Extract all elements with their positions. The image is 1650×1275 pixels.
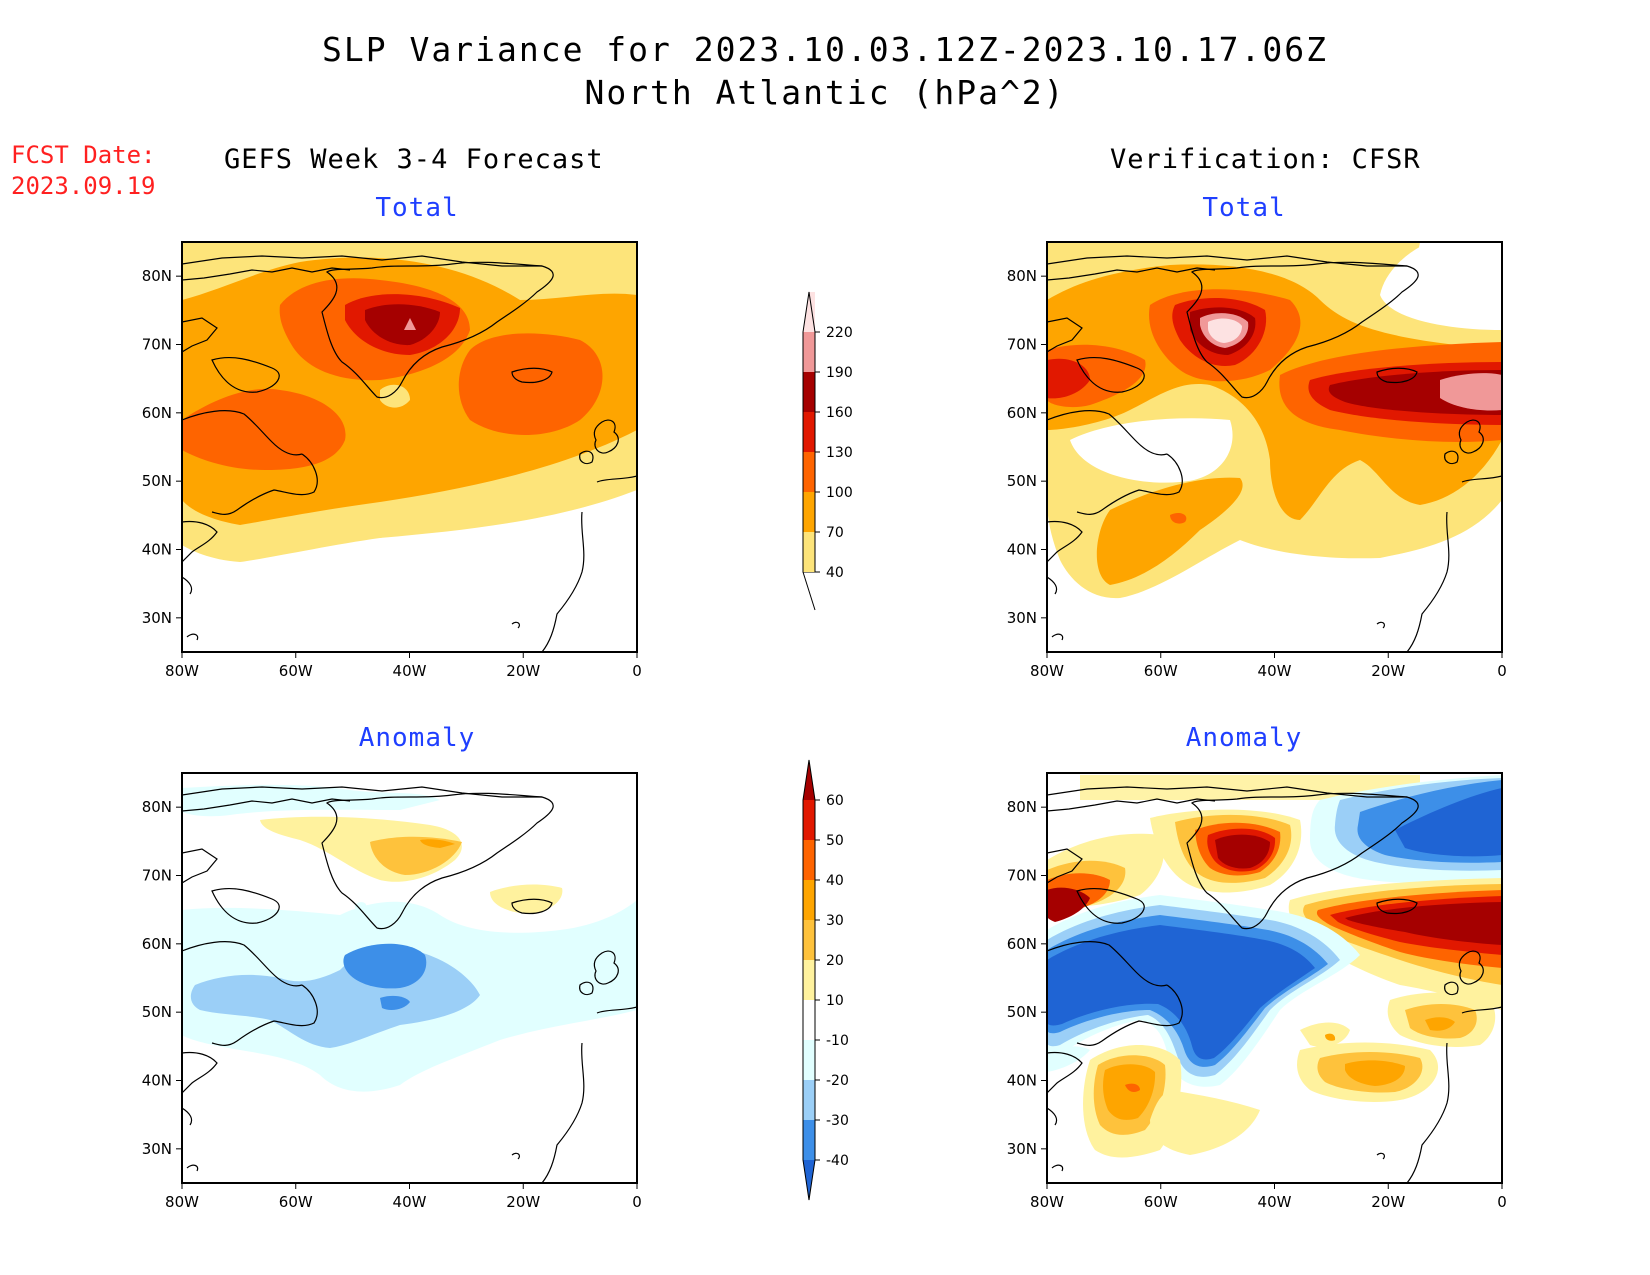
column-title-forecast: GEFS Week 3-4 Forecast	[224, 144, 604, 175]
panel-anomaly-verification	[1047, 773, 1502, 1183]
colorbar-anomaly: 60 50 40 30 20 10 -10 -20 -30 -40	[802, 759, 849, 1201]
fcst-date-label: FCST Date:	[11, 141, 156, 169]
lat-label-total-verification: 80N	[1007, 267, 1037, 285]
lon-label-anomaly-forecast: 0	[632, 1193, 642, 1211]
cbar-anomaly-label: 40	[826, 873, 844, 889]
lat-label-anomaly-verification: 30N	[1007, 1140, 1037, 1158]
lat-label-total-forecast: 60N	[142, 404, 172, 422]
lat-label-total-verification: 30N	[1007, 609, 1037, 627]
lat-label-anomaly-forecast: 60N	[142, 935, 172, 953]
lon-label-total-verification: 80W	[1030, 662, 1064, 680]
lon-label-anomaly-forecast: 60W	[279, 1193, 313, 1211]
main-title-line1: SLP Variance for 2023.10.03.12Z-2023.10.…	[322, 30, 1328, 69]
lon-label-total-verification: 0	[1497, 662, 1507, 680]
lon-label-anomaly-forecast: 80W	[165, 1193, 199, 1211]
cbar-total-label: 130	[826, 445, 853, 461]
lon-label-anomaly-verification: 60W	[1144, 1193, 1178, 1211]
lat-label-total-forecast: 30N	[142, 609, 172, 627]
lat-label-total-forecast: 50N	[142, 472, 172, 490]
fcst-date-value: 2023.09.19	[11, 172, 156, 200]
lat-label-anomaly-verification: 60N	[1007, 935, 1037, 953]
lat-label-total-forecast: 70N	[142, 336, 172, 354]
lat-label-anomaly-verification: 50N	[1007, 1003, 1037, 1021]
lon-label-total-forecast: 20W	[506, 662, 540, 680]
panel-anomaly-forecast	[182, 773, 637, 1183]
lat-label-anomaly-verification: 40N	[1007, 1072, 1037, 1090]
lat-label-anomaly-verification: 80N	[1007, 798, 1037, 816]
cbar-anomaly-label: -40	[826, 1153, 849, 1169]
lat-label-anomaly-forecast: 80N	[142, 798, 172, 816]
panel-title-total-forecast: Total	[375, 193, 459, 223]
lon-label-total-forecast: 40W	[393, 662, 427, 680]
cbar-anomaly-label: -10	[826, 1033, 849, 1049]
cbar-total-label: 100	[826, 485, 853, 501]
panel-title-anomaly-verification: Anomaly	[1185, 723, 1303, 753]
lon-label-total-forecast: 80W	[165, 662, 199, 680]
lat-label-total-forecast: 80N	[142, 267, 172, 285]
lat-label-total-forecast: 40N	[142, 541, 172, 559]
cbar-total-label: 40	[826, 565, 844, 581]
lat-label-anomaly-forecast: 70N	[142, 867, 172, 885]
lon-label-total-verification: 60W	[1144, 662, 1178, 680]
cbar-total-label: 190	[826, 365, 853, 381]
lat-label-total-verification: 40N	[1007, 541, 1037, 559]
lon-label-anomaly-verification: 0	[1497, 1193, 1507, 1211]
panel-total-forecast	[182, 242, 637, 652]
lon-label-anomaly-verification: 20W	[1371, 1193, 1405, 1211]
lat-label-total-verification: 50N	[1007, 472, 1037, 490]
panel-title-anomaly-forecast: Anomaly	[358, 723, 476, 753]
colorbar-total: 40 70 100 130 160 190 220	[802, 291, 853, 611]
lon-label-total-verification: 40W	[1258, 662, 1292, 680]
main-title-line2: North Atlantic (hPa^2)	[584, 73, 1066, 112]
cbar-anomaly-label: -20	[826, 1073, 849, 1089]
cbar-anomaly-label: -30	[826, 1113, 849, 1129]
panel-total-verification	[1047, 242, 1502, 652]
panel-title-total-verification: Total	[1202, 193, 1286, 223]
cbar-anomaly-label: 20	[826, 953, 844, 969]
cbar-anomaly-label: 50	[826, 833, 844, 849]
axes-layer: 80W 60W 40W 20W 0 80N 70N 60N 50N 40N 30N 80W 60W 40W…	[142, 267, 1507, 1211]
cbar-total-label: 160	[826, 405, 853, 421]
lon-label-anomaly-forecast: 40W	[393, 1193, 427, 1211]
lat-label-anomaly-forecast: 50N	[142, 1003, 172, 1021]
cbar-total-label: 220	[826, 325, 853, 341]
lat-label-anomaly-forecast: 40N	[142, 1072, 172, 1090]
lon-label-anomaly-verification: 80W	[1030, 1193, 1064, 1211]
lat-label-total-verification: 70N	[1007, 336, 1037, 354]
lat-label-anomaly-forecast: 30N	[142, 1140, 172, 1158]
lon-label-total-verification: 20W	[1371, 662, 1405, 680]
cbar-anomaly-label: 60	[826, 793, 844, 809]
cbar-total-label: 70	[826, 525, 844, 541]
column-title-verification: Verification: CFSR	[1110, 144, 1421, 175]
lon-label-anomaly-verification: 40W	[1258, 1193, 1292, 1211]
lon-label-anomaly-forecast: 20W	[506, 1193, 540, 1211]
cbar-anomaly-label: 30	[826, 913, 844, 929]
lat-label-total-verification: 60N	[1007, 404, 1037, 422]
lon-label-total-forecast: 0	[632, 662, 642, 680]
lon-label-total-forecast: 60W	[279, 662, 313, 680]
lat-label-anomaly-verification: 70N	[1007, 867, 1037, 885]
cbar-anomaly-label: 10	[826, 993, 844, 1009]
